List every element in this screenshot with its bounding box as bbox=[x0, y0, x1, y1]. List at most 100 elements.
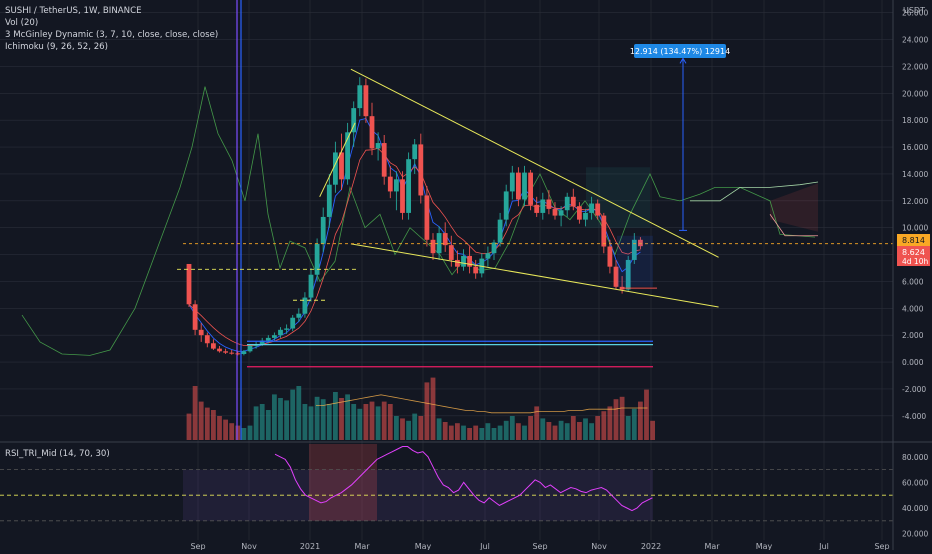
rsi-tick-label: 40.000 bbox=[902, 504, 928, 513]
chart-legend: SUSHI / TetherUS, 1W, BINANCE Vol (20) 3… bbox=[5, 5, 218, 53]
volume-bars bbox=[186, 377, 655, 440]
volume-bar bbox=[345, 394, 350, 440]
volume-bar bbox=[424, 382, 430, 440]
legend-mcginley[interactable]: 3 McGinley Dynamic (3, 7, 10, close, clo… bbox=[5, 30, 219, 40]
time-tick-label: Mar bbox=[704, 542, 720, 550]
volume-bar bbox=[638, 401, 643, 440]
time-tick-label: Sep bbox=[874, 542, 889, 550]
candle-body bbox=[455, 259, 460, 267]
legend-ichimoku[interactable]: Ichimoku (9, 26, 52, 26) bbox=[5, 42, 108, 52]
candles bbox=[186, 77, 643, 356]
volume-bar bbox=[387, 404, 393, 440]
price-tick-label: 18.000 bbox=[902, 116, 928, 125]
rsi-overbought-zone bbox=[309, 444, 377, 521]
price-tick-label: 20.000 bbox=[902, 89, 928, 98]
volume-ma-line bbox=[316, 394, 648, 414]
volume-bar bbox=[607, 406, 613, 440]
symbol-title[interactable]: SUSHI / TetherUS, 1W, BINANCE bbox=[5, 6, 142, 16]
volume-bar bbox=[259, 404, 265, 440]
candle-body bbox=[223, 351, 228, 353]
candle-body bbox=[607, 246, 613, 267]
span-b-line bbox=[769, 214, 818, 237]
volume-bar bbox=[485, 423, 491, 440]
volume-bar bbox=[625, 416, 631, 440]
volume-bar bbox=[394, 416, 399, 440]
rsi-legend[interactable]: RSI_TRI_Mid (14, 70, 30) bbox=[5, 449, 110, 459]
legend-volume[interactable]: Vol (20) bbox=[5, 18, 39, 28]
candle-body bbox=[558, 210, 564, 216]
volume-bar bbox=[644, 389, 649, 440]
candle-body bbox=[631, 239, 637, 260]
rsi-tick-label: 60.000 bbox=[902, 478, 928, 487]
candle-body bbox=[357, 85, 363, 109]
candle-body bbox=[601, 215, 607, 247]
current-price-text: 8.624 bbox=[902, 248, 925, 257]
span-a-line bbox=[690, 181, 819, 202]
candle-body bbox=[186, 263, 192, 305]
time-tick-label: Nov bbox=[241, 542, 257, 550]
volume-bar bbox=[589, 423, 594, 440]
price-tick-label: 6.000 bbox=[902, 277, 924, 286]
time-tick-label: Jul bbox=[479, 542, 490, 550]
volume-bar bbox=[491, 428, 497, 440]
candle-body bbox=[308, 274, 314, 298]
candle-body bbox=[503, 191, 509, 220]
candle-body bbox=[583, 212, 588, 220]
candle-body bbox=[564, 196, 570, 211]
candle-body bbox=[418, 144, 424, 196]
volume-bar bbox=[509, 416, 515, 440]
price-tick-label: 24.000 bbox=[902, 36, 928, 45]
candle-body bbox=[351, 108, 357, 133]
volume-bar bbox=[339, 398, 344, 440]
trendline bbox=[350, 68, 719, 258]
volume-bar bbox=[290, 389, 296, 440]
last-price-text: 8.814 bbox=[902, 236, 925, 245]
candle-body bbox=[241, 351, 247, 355]
price-tick-label: -2.000 bbox=[902, 385, 926, 394]
volume-bar bbox=[400, 418, 405, 440]
candle-body bbox=[577, 206, 582, 220]
price-tick-label: 22.000 bbox=[902, 62, 928, 71]
volume-bar bbox=[198, 401, 204, 440]
time-tick-label: Jul bbox=[818, 542, 829, 550]
candle-body bbox=[314, 243, 320, 275]
trendline bbox=[350, 243, 719, 308]
price-tick-label: 16.000 bbox=[902, 143, 928, 152]
volume-bar bbox=[326, 404, 332, 440]
candle-body bbox=[290, 317, 296, 329]
volume-bar bbox=[241, 428, 247, 440]
time-tick-label: Sep bbox=[190, 542, 205, 550]
price-tick-label: 14.000 bbox=[902, 170, 928, 179]
candle-body bbox=[345, 132, 350, 180]
candle-body bbox=[272, 335, 277, 338]
volume-bar bbox=[467, 428, 472, 440]
volume-bar bbox=[564, 423, 570, 440]
measure-label-box bbox=[634, 44, 726, 58]
countdown-text: 4d 10h bbox=[902, 257, 928, 266]
candle-body bbox=[400, 179, 405, 213]
currency-label: USDT bbox=[903, 6, 925, 15]
volume-bar bbox=[320, 399, 326, 440]
volume-bar bbox=[570, 416, 576, 440]
price-tick-label: 4.000 bbox=[902, 304, 924, 313]
candle-body bbox=[552, 208, 558, 216]
candle-body bbox=[448, 245, 454, 260]
candle-body bbox=[339, 152, 344, 180]
volume-bar bbox=[278, 398, 283, 440]
time-tick-label: Sep bbox=[532, 542, 547, 550]
volume-bar bbox=[211, 410, 216, 440]
volume-bar bbox=[650, 420, 655, 440]
candle-body bbox=[284, 328, 289, 330]
candle-body bbox=[412, 144, 418, 160]
candle-body bbox=[326, 184, 332, 217]
time-tick-label: 2022 bbox=[641, 542, 661, 550]
volume-bar bbox=[253, 406, 259, 440]
volume-bar bbox=[528, 416, 533, 440]
cloud-area bbox=[586, 167, 650, 228]
volume-bar bbox=[265, 410, 271, 440]
candle-body bbox=[509, 172, 515, 192]
candle-body bbox=[516, 172, 521, 200]
trendline bbox=[319, 122, 356, 198]
